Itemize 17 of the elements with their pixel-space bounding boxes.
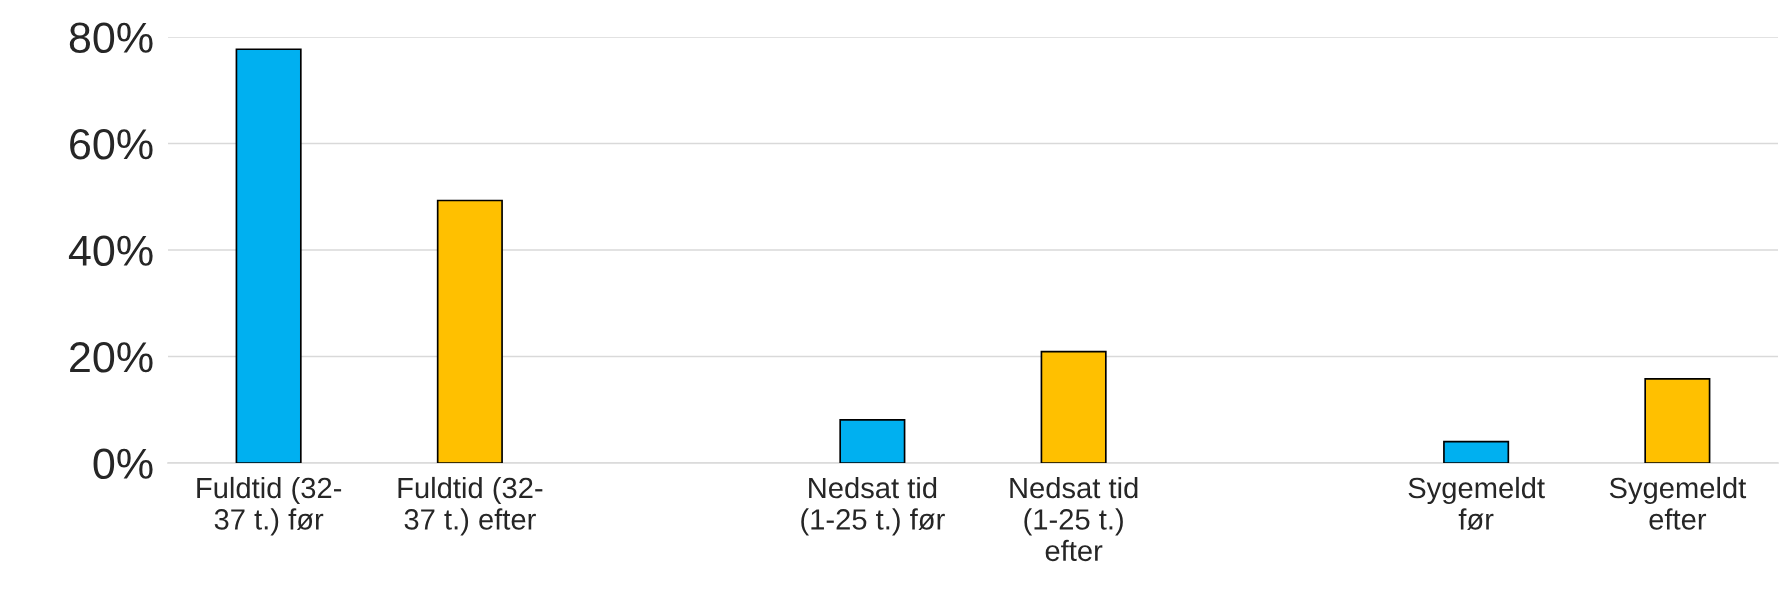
bar <box>1644 378 1711 463</box>
bar <box>1443 440 1510 463</box>
x-tick-label: Nedsat tid (1-25 t.) efter <box>1010 476 1138 562</box>
bar <box>839 419 906 463</box>
y-tick-label: 80% <box>69 22 153 54</box>
x-tick-label: Sygemeldt før <box>1408 476 1545 530</box>
bar <box>1040 350 1107 463</box>
x-tick-label: Sygemeldt efter <box>1609 476 1747 530</box>
y-tick-label: 60% <box>70 129 153 160</box>
bar <box>436 199 503 463</box>
x-tick-label: Fuldtid (32- 37 t.) før <box>197 476 342 536</box>
y-tick-label: 20% <box>70 342 153 373</box>
x-tick-label: Nedsat tid (1-25 t.) før <box>801 476 945 536</box>
x-tick-label: Fuldtid (32- 37 t.) efter <box>398 476 543 536</box>
bar <box>235 48 302 463</box>
y-tick-label: 40% <box>68 235 153 267</box>
y-tick-label: 0% <box>93 448 153 480</box>
